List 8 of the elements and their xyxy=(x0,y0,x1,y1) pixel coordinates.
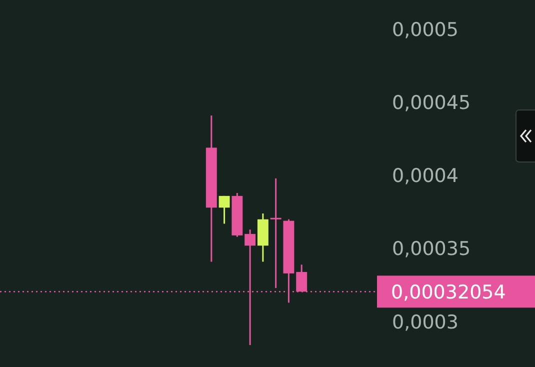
candlestick xyxy=(270,178,282,289)
y-tick-label: 0,00045 xyxy=(392,92,471,114)
y-tick-label: 0,0005 xyxy=(392,18,458,41)
y-tick-label: 0,0003 xyxy=(392,311,458,334)
ref-line-label: 0,00032054 xyxy=(391,281,506,304)
y-tick-label: 0,0004 xyxy=(392,165,458,188)
y-tick-label: 0,00035 xyxy=(392,238,471,260)
candlestick xyxy=(218,195,230,224)
